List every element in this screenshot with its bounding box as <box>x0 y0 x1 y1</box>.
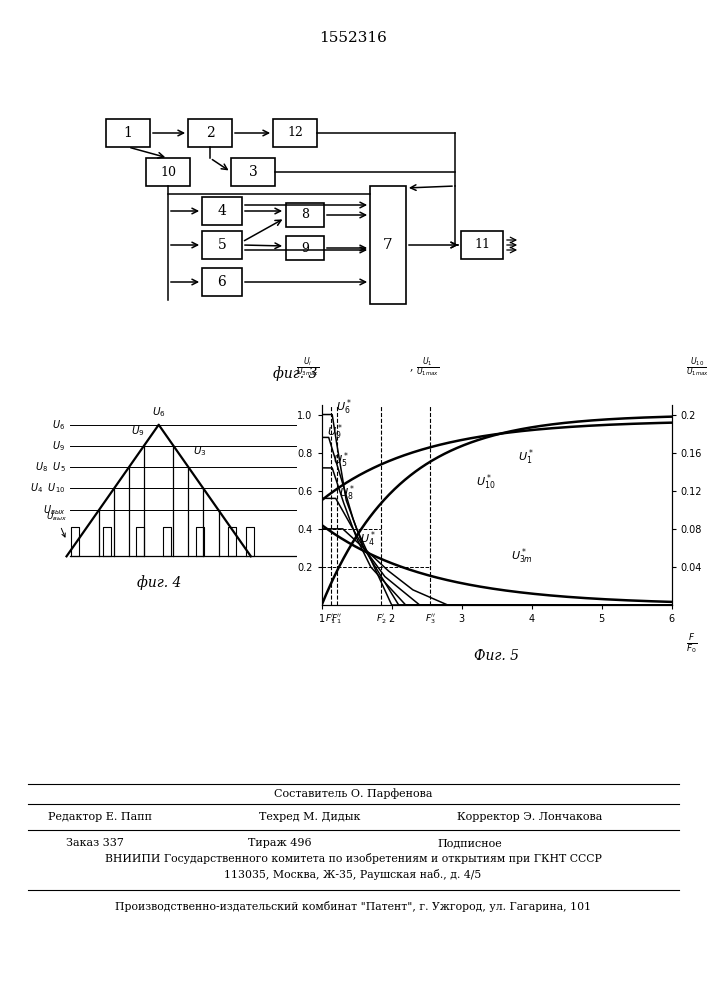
Text: Корректор Э. Лончакова: Корректор Э. Лончакова <box>457 812 602 822</box>
Bar <box>286 236 324 260</box>
Text: Составитель О. Парфенова: Составитель О. Парфенова <box>274 789 432 799</box>
Text: $\frac{F}{F_0}$: $\frac{F}{F_0}$ <box>686 633 697 656</box>
Text: Фиг. 5: Фиг. 5 <box>474 649 519 663</box>
Text: $U_8^*$: $U_8^*$ <box>339 483 355 503</box>
Bar <box>286 203 324 227</box>
Text: 7: 7 <box>383 238 393 252</box>
Text: Заказ 337: Заказ 337 <box>66 838 124 848</box>
Bar <box>202 268 242 296</box>
Text: фиг. 4: фиг. 4 <box>136 575 181 590</box>
Text: $F_2'$: $F_2'$ <box>376 613 387 626</box>
Text: $U_8$  $U_5$: $U_8$ $U_5$ <box>35 460 65 474</box>
Text: $U_9$: $U_9$ <box>52 439 65 453</box>
Text: $U_9^*$: $U_9^*$ <box>327 422 344 442</box>
Text: $U_5^*$: $U_5^*$ <box>333 451 349 470</box>
Text: Редактор Е. Папп: Редактор Е. Папп <box>48 812 152 822</box>
Text: 113035, Москва, Ж-35, Раушская наб., д. 4/5: 113035, Москва, Ж-35, Раушская наб., д. … <box>224 868 481 880</box>
Text: фиг. 3: фиг. 3 <box>273 367 317 381</box>
Text: $U_{3m}^*$: $U_{3m}^*$ <box>510 546 532 566</box>
Text: 4: 4 <box>218 204 226 218</box>
Bar <box>231 158 275 186</box>
Text: , $\frac{U_1}{U_{1max}}$: , $\frac{U_1}{U_{1max}}$ <box>409 355 440 379</box>
Text: 9: 9 <box>301 241 309 254</box>
Bar <box>106 119 150 147</box>
Bar <box>370 186 406 304</box>
Text: $U_6$: $U_6$ <box>152 406 165 419</box>
Text: $\frac{U_{10}}{U_{1max}}$: $\frac{U_{10}}{U_{1max}}$ <box>686 355 707 379</box>
Text: 1: 1 <box>124 126 132 140</box>
Text: $F_1'$: $F_1'$ <box>325 613 336 626</box>
Text: $U_1^*$: $U_1^*$ <box>518 447 534 467</box>
Bar <box>202 197 242 225</box>
Bar <box>461 231 503 259</box>
Text: Тираж 496: Тираж 496 <box>248 838 312 848</box>
Text: $U_{10}^*$: $U_{10}^*$ <box>476 473 495 492</box>
Text: 11: 11 <box>474 238 490 251</box>
Text: $F_3''$: $F_3''$ <box>424 613 436 626</box>
Bar <box>202 231 242 259</box>
Text: $U_{вых}$: $U_{вых}$ <box>46 510 67 537</box>
Text: $U_3$: $U_3$ <box>193 444 207 458</box>
Text: 2: 2 <box>206 126 214 140</box>
Text: 10: 10 <box>160 165 176 178</box>
Text: $U_6^*$: $U_6^*$ <box>337 398 352 417</box>
Text: ВНИИПИ Государственного комитета по изобретениям и открытиям при ГКНТ СССР: ВНИИПИ Государственного комитета по изоб… <box>105 854 602 864</box>
Text: 1552316: 1552316 <box>319 31 387 45</box>
Text: $U_{вых}$: $U_{вых}$ <box>43 503 65 517</box>
Text: Производственно-издательский комбинат "Патент", г. Ужгород, ул. Гагарина, 101: Производственно-издательский комбинат "П… <box>115 902 591 912</box>
Bar <box>188 119 232 147</box>
Bar <box>273 119 317 147</box>
Text: Техред М. Дидык: Техред М. Дидык <box>259 812 361 822</box>
Text: 5: 5 <box>218 238 226 252</box>
Text: 12: 12 <box>287 126 303 139</box>
Text: 3: 3 <box>249 165 257 179</box>
Text: $U_6$: $U_6$ <box>52 418 65 432</box>
Text: $U_4^*$: $U_4^*$ <box>360 529 376 549</box>
Text: 6: 6 <box>218 275 226 289</box>
Text: $F_1''$: $F_1''$ <box>332 613 343 626</box>
Bar <box>146 158 190 186</box>
Text: 8: 8 <box>301 209 309 222</box>
Text: $U_9$: $U_9$ <box>131 424 145 438</box>
Text: $\frac{U_i}{U_{3max}}$: $\frac{U_i}{U_{3max}}$ <box>296 355 320 379</box>
Text: $U_4$  $U_{10}$: $U_4$ $U_{10}$ <box>30 481 65 495</box>
Text: Подписное: Подписное <box>438 838 503 848</box>
